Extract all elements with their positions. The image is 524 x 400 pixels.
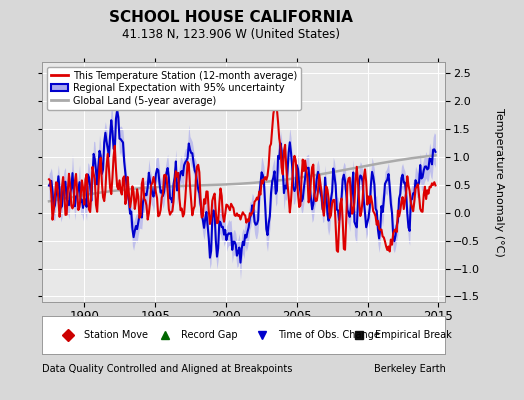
Text: Station Move: Station Move (84, 330, 148, 340)
Text: 41.138 N, 123.906 W (United States): 41.138 N, 123.906 W (United States) (122, 28, 340, 41)
Text: Empirical Break: Empirical Break (375, 330, 452, 340)
Text: Data Quality Controlled and Aligned at Breakpoints: Data Quality Controlled and Aligned at B… (42, 364, 292, 374)
Text: Record Gap: Record Gap (181, 330, 238, 340)
Y-axis label: Temperature Anomaly (°C): Temperature Anomaly (°C) (494, 108, 504, 256)
Text: Time of Obs. Change: Time of Obs. Change (278, 330, 380, 340)
Text: Berkeley Earth: Berkeley Earth (374, 364, 445, 374)
Text: SCHOOL HOUSE CALIFORNIA: SCHOOL HOUSE CALIFORNIA (108, 10, 353, 25)
Legend: This Temperature Station (12-month average), Regional Expectation with 95% uncer: This Temperature Station (12-month avera… (47, 67, 301, 110)
